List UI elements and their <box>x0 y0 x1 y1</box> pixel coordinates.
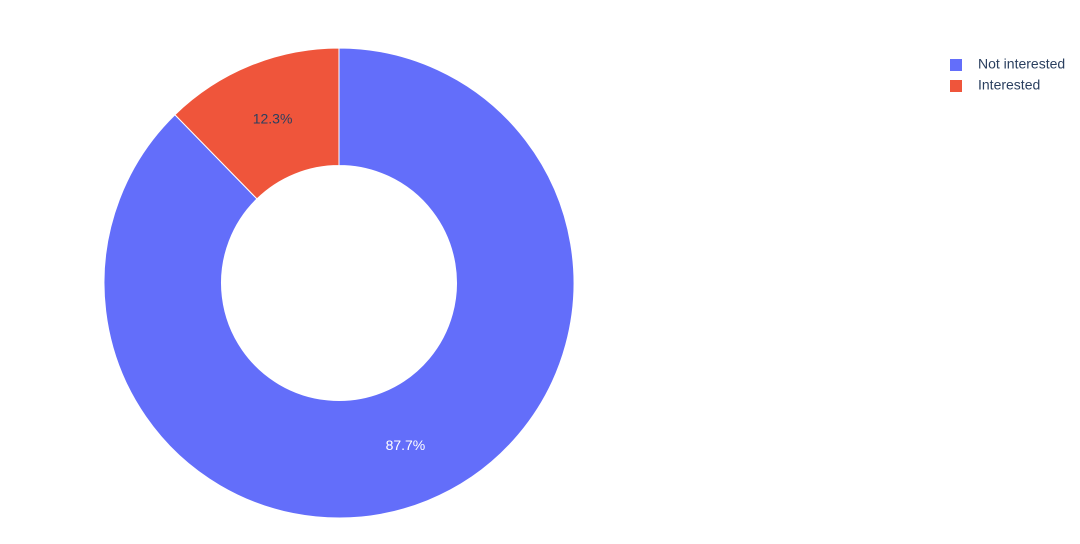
legend-swatch <box>950 80 962 92</box>
legend-label: Not interested <box>978 56 1065 72</box>
pie-slice <box>174 47 340 200</box>
slice-label: 87.7% <box>386 437 426 453</box>
pie-slice <box>103 47 575 519</box>
legend-label: Interested <box>978 77 1040 93</box>
slice-label: 12.3% <box>253 110 293 126</box>
legend-swatch <box>950 59 962 71</box>
